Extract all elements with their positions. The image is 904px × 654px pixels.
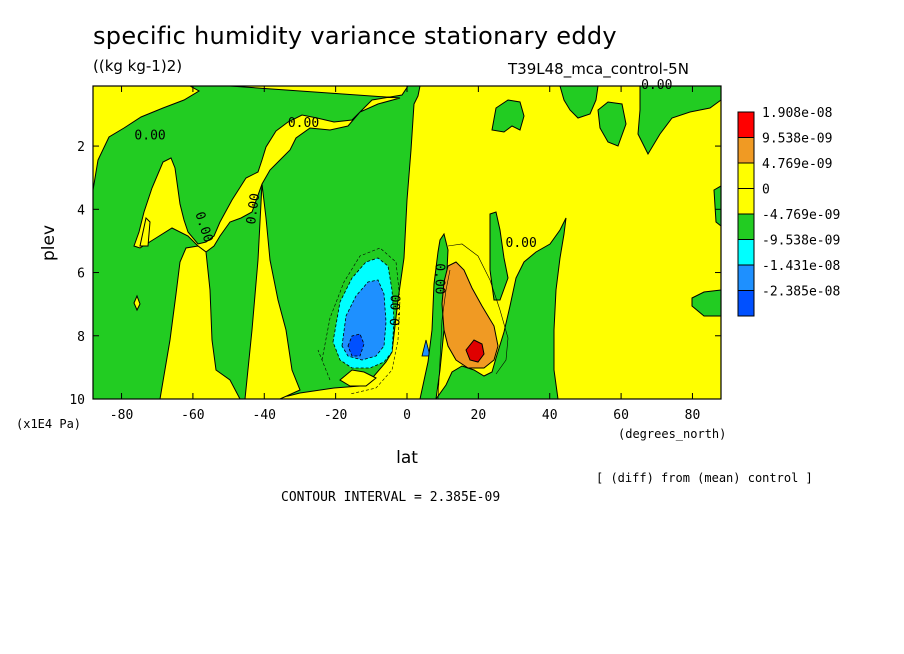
yellow-sliver-c [139,216,151,247]
legend-swatch [737,213,755,240]
yellow-band-south-subtropic [244,183,301,399]
legend-label: -2.385e-08 [762,285,840,300]
y-axis-units: (x1E4 Pa) [16,417,81,431]
positive-thin-contours [437,243,509,399]
yellow-top-centre-south [133,86,409,253]
contour-label: 0.00 [288,116,319,131]
contour-label: 0.00 [641,78,672,93]
yellow-polar-cap-south [93,86,200,191]
legend-label: -9.538e-09 [762,234,840,249]
chart-units: ((kg kg-1)2) [93,57,183,75]
negative-strip-east [489,211,509,301]
x-axis-label: lat [396,448,418,468]
legend-swatch [737,264,755,291]
legend-label: 0 [762,183,770,198]
yellow-band-south-midlat [159,245,241,399]
yellow-sliver-b [133,294,141,312]
negative-blob-north-d [637,86,721,156]
x-tick-label: -20 [324,408,347,423]
contour-labels: 0.000.000.000.000.000.000.000.00 [134,78,672,326]
y-tick-label: 8 [77,330,85,345]
negative-dashed-contours [317,247,401,395]
contour-label: 0.00 [134,129,165,144]
x-tick-label: 0 [403,408,411,423]
legend-label: -4.769e-09 [762,208,840,223]
y-tick-label: 6 [77,267,85,282]
contour-label: 0.00 [244,192,263,225]
x-axis: -80 -60 -40 -20 0 20 40 60 80 [110,86,700,423]
legend-swatch [737,188,755,215]
x-tick-label: -80 [110,408,133,423]
y-tick-label: 2 [77,140,85,155]
negative-blob-north-e [691,289,721,317]
x-tick-label: -40 [253,408,276,423]
x-tick-label: 60 [613,408,629,423]
negative-lobe-core [347,333,365,357]
contour-label: 0.00 [432,263,447,294]
negative-blob-north-f [713,185,721,227]
y-tick-label: 10 [69,393,85,408]
legend-swatch [737,162,755,189]
positive-lobe-orange [441,261,499,369]
negative-blob-north-c [597,101,627,147]
x-tick-label: 20 [471,408,487,423]
run-name: T39L48_mca_control-5N [508,60,689,78]
legend-swatch [737,111,755,138]
x-axis-units: (degrees_north) [618,427,726,441]
y-axis: 2 4 6 8 10 [69,140,721,408]
x-tick-label: 80 [685,408,701,423]
contour-label: 0.00 [506,236,537,251]
y-axis-label: plev [39,225,59,261]
yellow-spot-a [339,369,377,387]
x-tick-label: -60 [181,408,204,423]
legend-label: 9.538e-09 [762,132,832,147]
legend-label: 4.769e-09 [762,157,832,172]
negative-tongue-tropics [419,232,449,399]
diff-note: [ (diff) from (mean) control ] [596,471,813,485]
positive-lobe-core [465,339,485,363]
contour-interval: CONTOUR INTERVAL = 2.385E-09 [281,490,501,505]
negative-region-east [435,217,567,399]
contour-label: 0.00 [388,294,404,326]
legend-label: 1.908e-08 [762,106,832,121]
y-tick-label: 4 [77,203,85,218]
negative-blob-north-b [559,86,599,119]
legend-label: -1.431e-08 [762,259,840,274]
chart-title: specific humidity variance stationary ed… [93,22,617,50]
negative-blip-east [421,339,431,357]
contour-field [93,86,721,399]
legend: 1.908e-08 9.538e-09 4.769e-09 0 -4.769e-09 -9… [737,106,840,317]
legend-swatch [737,239,755,266]
legend-swatch [737,290,755,317]
x-tick-label: 40 [542,408,558,423]
negative-blob-north-a [491,99,525,133]
legend-swatch [737,137,755,164]
